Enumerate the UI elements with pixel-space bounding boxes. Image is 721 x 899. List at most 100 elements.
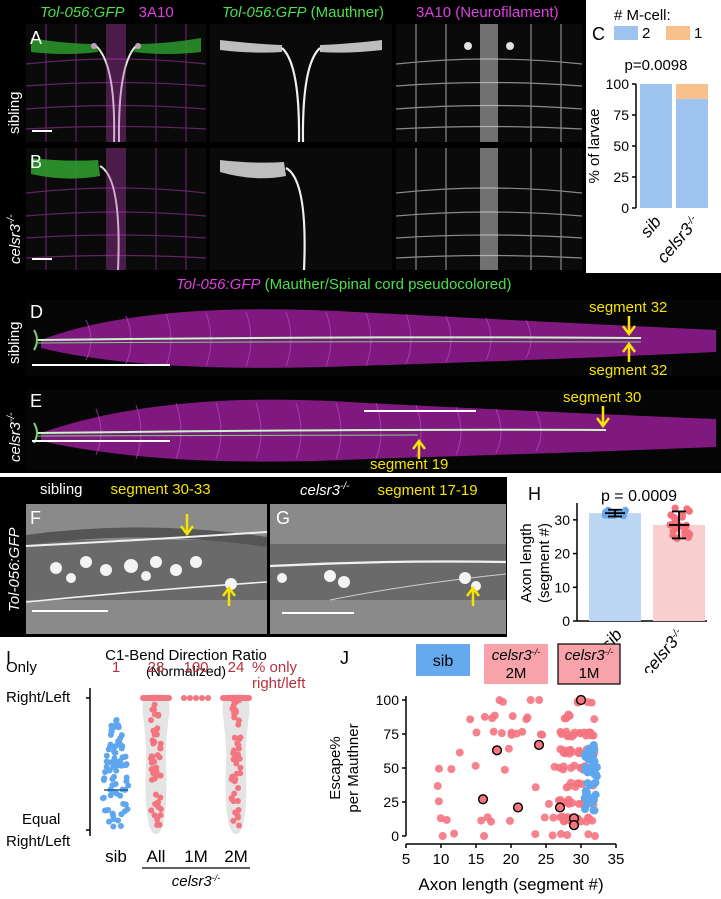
sib-point bbox=[108, 728, 115, 735]
sib-point bbox=[117, 735, 124, 742]
mut-1m-point bbox=[575, 694, 587, 706]
mut-2m-point bbox=[497, 729, 506, 738]
mut-point-1 bbox=[152, 695, 159, 702]
mut-point-1 bbox=[150, 770, 157, 777]
sib-point bbox=[105, 807, 112, 814]
mut-2m-point bbox=[584, 830, 593, 839]
y-tick-label: 30 bbox=[554, 512, 570, 528]
mut-2m-point bbox=[489, 727, 498, 736]
panel-a-mauthner-image bbox=[210, 24, 392, 142]
mut-2m-point bbox=[495, 696, 504, 705]
mut-2m-point bbox=[531, 830, 540, 839]
mut-2m-point bbox=[564, 798, 573, 807]
sib-point bbox=[113, 718, 120, 725]
mut-point-3 bbox=[232, 776, 239, 783]
annotation-p: p = 0.0009 bbox=[601, 488, 677, 505]
mut-point-1 bbox=[151, 711, 158, 718]
legend-1m-label-2: 1M bbox=[579, 665, 600, 682]
panel-e-image bbox=[26, 389, 721, 471]
mut-2m-point bbox=[523, 713, 532, 722]
mut-point-3 bbox=[230, 817, 237, 824]
arrow-d-up bbox=[622, 341, 636, 362]
panel-a-merge-image bbox=[26, 24, 206, 142]
sib-point bbox=[583, 779, 592, 788]
mut-2m-point bbox=[487, 817, 496, 826]
bar-segment-2-1 bbox=[676, 98, 708, 208]
sib-point bbox=[122, 801, 129, 808]
arrow-g-up bbox=[466, 585, 480, 606]
panel-letter-c: C bbox=[592, 24, 605, 44]
mut-2m-point bbox=[562, 783, 571, 792]
mut-1m-point bbox=[568, 820, 580, 831]
mut-point-1 bbox=[148, 776, 155, 783]
mut-2m-point bbox=[562, 714, 571, 723]
mut-point-1 bbox=[154, 802, 161, 809]
mut-1m-point bbox=[477, 794, 489, 805]
mut-2m-point bbox=[508, 712, 517, 721]
pct-label-3: 24 bbox=[228, 659, 245, 676]
mut-2m-point bbox=[587, 698, 596, 707]
mut-point-1 bbox=[157, 740, 164, 747]
arrow-f-up bbox=[222, 585, 236, 606]
pct-label-1: 28 bbox=[148, 659, 165, 676]
legend-1m-label-1: celsr3-/- bbox=[565, 647, 614, 664]
bar-segment-2-0 bbox=[640, 84, 672, 208]
x-tick-label: 20 bbox=[503, 851, 520, 868]
chart-c: # M-cell:2 1 p=0.0098 0 25 50 75 100% of larvae… bbox=[586, 7, 708, 267]
mut-point-1 bbox=[157, 812, 164, 819]
sib-point bbox=[592, 772, 601, 781]
y-tick-label: 25 bbox=[613, 169, 629, 185]
mut-point-3 bbox=[235, 717, 242, 724]
mut-2m-point bbox=[480, 712, 489, 721]
legend-label-2: 2 bbox=[642, 25, 650, 42]
mut-point-1 bbox=[157, 794, 164, 801]
legend-2m-box bbox=[484, 644, 548, 684]
mut-2m-point bbox=[505, 816, 514, 825]
panel-letter-b: B bbox=[30, 152, 43, 172]
y-tick-label: 10 bbox=[554, 579, 570, 595]
sib-point bbox=[99, 795, 106, 802]
mut-2m-point bbox=[490, 711, 499, 720]
chart-title-1: C1-Bend Direction Ratio bbox=[105, 647, 267, 664]
y-tick-label: 75 bbox=[613, 107, 629, 123]
sib-point bbox=[585, 793, 594, 802]
mut-2m-point bbox=[574, 779, 583, 788]
mut-2m-point bbox=[531, 783, 540, 792]
y-axis-label-1: Escape% bbox=[327, 736, 344, 799]
sib-point bbox=[101, 775, 108, 782]
bar-segment-1-1 bbox=[676, 84, 708, 99]
sib-point bbox=[582, 748, 591, 757]
sib-point bbox=[122, 753, 129, 760]
mut-2m-point bbox=[560, 749, 569, 758]
mut-point-1 bbox=[154, 772, 161, 779]
pct-label-2: 100 bbox=[183, 659, 208, 676]
sib-point bbox=[110, 823, 117, 830]
mut-2m-point bbox=[556, 796, 565, 805]
row-label-sibling-d: sibling bbox=[6, 321, 23, 364]
legend-swatch-1 bbox=[666, 26, 690, 40]
row-label-tol: Tol-056:GFP bbox=[6, 527, 23, 613]
arrow-f-down bbox=[180, 514, 194, 537]
mut-2m-point bbox=[450, 829, 459, 838]
scale-bar-d bbox=[32, 364, 170, 366]
strip-header: Tol-056:GFP (Mauther/Spinal cord pseudoc… bbox=[176, 276, 512, 293]
mut-point-3 bbox=[235, 697, 242, 704]
mut-1m-point bbox=[193, 695, 199, 701]
pct-suffix-1: % only bbox=[252, 659, 298, 676]
x-tick-label: 15 bbox=[468, 851, 485, 868]
mut-2m-point bbox=[559, 762, 568, 771]
mut-2m-point bbox=[574, 799, 583, 808]
panel-letter-a: A bbox=[30, 28, 43, 48]
sib-point bbox=[102, 768, 109, 775]
sib-point bbox=[589, 806, 598, 815]
mut-point-3 bbox=[228, 796, 235, 803]
legend-2m-label-1: celsr3-/- bbox=[492, 647, 541, 664]
mut-2m-point bbox=[512, 729, 521, 738]
annotation-e-left: segment 19 bbox=[370, 456, 449, 473]
mut-point-1 bbox=[151, 739, 158, 746]
mut-point-3 bbox=[237, 764, 244, 771]
legend-2m-label-2: 2M bbox=[506, 665, 527, 682]
legend-1m-box bbox=[557, 643, 621, 685]
sib-point bbox=[107, 792, 114, 799]
